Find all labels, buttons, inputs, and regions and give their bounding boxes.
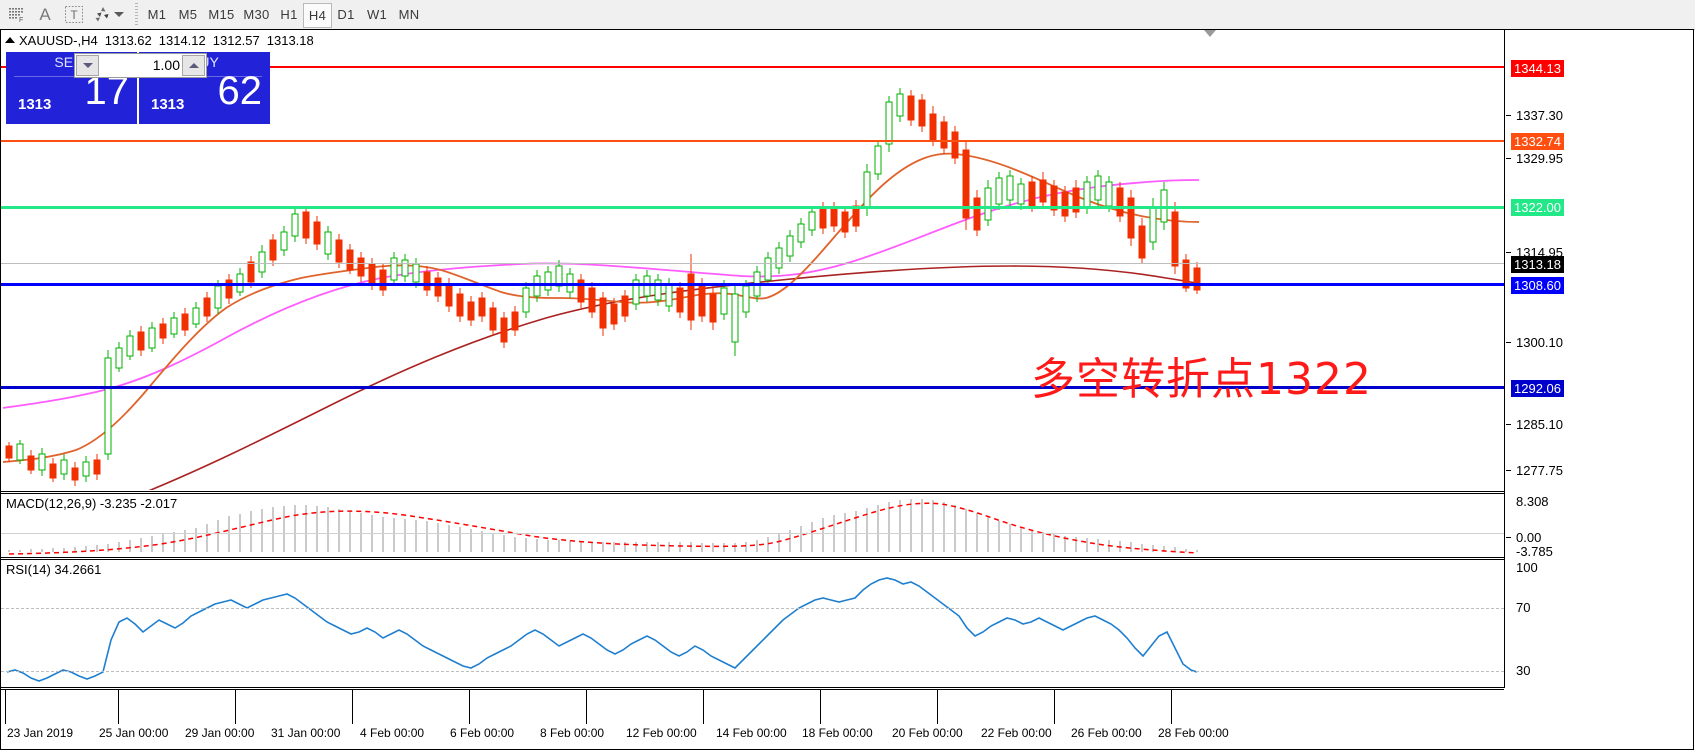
axis-level-badge-1344[interactable]: 1344.13: [1511, 60, 1564, 77]
pane-separator-3: [1, 687, 1504, 688]
date-tick-label-10: 20 Feb 00:00: [892, 726, 963, 740]
rsi-overbought-line: [1, 608, 1504, 609]
rsi-title: RSI(14) 34.2661: [6, 562, 102, 577]
date-tick-label-3: 31 Jan 00:00: [271, 726, 341, 740]
macd-pane: MACD(12,26,9) -3.235 -2.017: [1, 493, 1504, 558]
axis-tick-1277: 1277.75: [1516, 463, 1563, 478]
price-pane: 多空转折点1322: [1, 30, 1504, 490]
date-tick-label-4: 4 Feb 00:00: [360, 726, 425, 740]
timeframe-h4[interactable]: H4: [303, 3, 332, 28]
level-line-1344[interactable]: [1, 66, 1504, 68]
macd-scale-zero: 0.00: [1516, 530, 1542, 545]
level-line-1322[interactable]: [1, 206, 1504, 209]
axis-level-badge-1322[interactable]: 1322.00: [1511, 199, 1564, 216]
macd-title: MACD(12,26,9) -3.235 -2.017: [6, 496, 178, 511]
axis-level-badge-1308[interactable]: 1308.60: [1511, 277, 1564, 294]
chart-symbol-header: XAUUSD-,H4 1313.62 1314.12 1312.57 1313.18: [5, 33, 314, 48]
chart-window: XAUUSD-,H4 1313.62 1314.12 1312.57 1313.18: [0, 29, 1694, 750]
date-tick-label-11: 22 Feb 00:00: [981, 726, 1052, 740]
macd-signal-line: [8, 502, 1198, 555]
date-axis: 23 Jan 2019 25 Jan 00:00 29 Jan 00:00 31…: [1, 689, 1504, 750]
rsi-line: [6, 577, 1198, 682]
buy-price-big: 62: [217, 69, 263, 113]
axis-tick-1285: 1285.10: [1516, 417, 1563, 432]
macd-plot: [8, 499, 1198, 555]
macd-histogram: [8, 499, 1198, 552]
collapse-triangle-icon[interactable]: [5, 37, 15, 43]
chevron-down-icon: [82, 63, 93, 68]
level-line-current-price: [1, 263, 1504, 264]
symbol-label: XAUUSD-,H4: [19, 33, 98, 48]
volume-value[interactable]: 1.00: [152, 57, 180, 73]
candle-series: [5, 88, 1201, 486]
pane-collapse-icon[interactable]: [1204, 30, 1216, 37]
ohlc-low: 1312.57: [212, 33, 260, 48]
chart-annotation-text: 多空转折点1322: [1031, 354, 1372, 405]
date-tick-label-7: 12 Feb 00:00: [626, 726, 697, 740]
text-tool-icon[interactable]: A: [39, 4, 51, 24]
macd-scale-min: -3.785: [1516, 544, 1553, 559]
level-line-1292[interactable]: [1, 386, 1504, 389]
axis-tick-1337: 1337.30: [1516, 108, 1563, 123]
buy-price-small: 1313: [151, 96, 185, 113]
date-tick-label-6: 8 Feb 00:00: [540, 726, 605, 740]
axis-level-badge-1292[interactable]: 1292.06: [1511, 380, 1564, 397]
rsi-plot: [6, 577, 1198, 682]
timeframe-m15[interactable]: M15: [208, 7, 235, 22]
macd-zero-line: [1, 533, 1504, 534]
date-tick-label-2: 29 Jan 00:00: [185, 726, 255, 740]
chevron-up-icon: [188, 63, 199, 68]
toolbar-separator: [135, 3, 138, 26]
timeframe-m1[interactable]: M1: [147, 7, 167, 22]
candlestick-plot: [2, 88, 1202, 490]
date-tick-label-13: 28 Feb 00:00: [1158, 726, 1229, 740]
axis-tick-1329: 1329.95: [1516, 151, 1563, 166]
one-click-trading-panel[interactable]: SELL 1313 17 BUY 1313 62 1.00: [6, 52, 270, 124]
volume-increase-button[interactable]: [182, 55, 205, 76]
price-axis[interactable]: 1337.30 1329.95 1314.95 1300.10 1285.10 …: [1504, 30, 1695, 688]
svg-text:T: T: [70, 8, 78, 22]
pane-separator-2: [1, 557, 1504, 558]
axis-tick-1300: 1300.10: [1516, 335, 1563, 350]
date-tick-label-12: 26 Feb 00:00: [1071, 726, 1142, 740]
timeframe-m30[interactable]: M30: [243, 7, 270, 22]
date-tick-label-5: 6 Feb 00:00: [450, 726, 515, 740]
rsi-scale-100: 100: [1516, 560, 1538, 575]
timeframe-mn[interactable]: MN: [398, 7, 420, 22]
timeframe-w1[interactable]: W1: [366, 7, 388, 22]
date-tick-label-8: 14 Feb 00:00: [716, 726, 787, 740]
rsi-scale-70: 70: [1516, 600, 1531, 615]
crosshair-grid-icon[interactable]: F: [4, 2, 30, 27]
ohlc-open: 1313.62: [104, 33, 152, 48]
timeframe-h1[interactable]: H1: [280, 7, 298, 22]
volume-decrease-button[interactable]: [76, 55, 99, 76]
objects-dropdown-icon[interactable]: [112, 2, 126, 27]
ma-mid-line: [2, 179, 1200, 409]
timeframe-d1[interactable]: D1: [337, 7, 355, 22]
ohlc-high: 1314.12: [158, 33, 206, 48]
level-line-1332[interactable]: [1, 140, 1504, 142]
volume-stepper[interactable]: 1.00: [74, 53, 207, 78]
macd-scale-max: 8.308: [1516, 494, 1549, 509]
date-tick-label-0: 23 Jan 2019: [7, 726, 74, 740]
rsi-oversold-line: [1, 671, 1504, 672]
rsi-scale-30: 30: [1516, 663, 1531, 678]
pane-separator-1: [1, 491, 1504, 492]
date-tick-label-1: 25 Jan 00:00: [99, 726, 169, 740]
sell-divider: [14, 76, 129, 77]
rsi-pane: RSI(14) 34.2661: [1, 559, 1504, 689]
sell-price-small: 1313: [18, 96, 52, 113]
main-toolbar: F A T M1 M5 M15 M30 H1 H4 D1 W1 MN: [0, 0, 1695, 30]
ohlc-close: 1313.18: [266, 33, 314, 48]
level-line-1308[interactable]: [1, 283, 1504, 286]
axis-current-price-badge: 1313.18: [1511, 256, 1564, 273]
svg-text:F: F: [19, 17, 23, 23]
axis-level-badge-1332[interactable]: 1332.74: [1511, 133, 1564, 150]
ma-slow-line: [148, 265, 1202, 490]
objects-tool-icon[interactable]: [90, 2, 116, 27]
label-tool-icon[interactable]: T: [61, 2, 87, 27]
timeframe-m5[interactable]: M5: [178, 7, 198, 22]
date-tick-label-9: 18 Feb 00:00: [802, 726, 873, 740]
